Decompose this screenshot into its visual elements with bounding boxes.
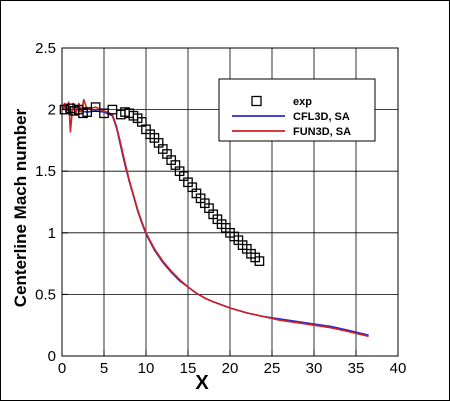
y-tick-label: 0.5 (35, 286, 56, 303)
y-tick-label: 0 (48, 348, 56, 365)
tick-marks (61, 47, 399, 357)
legend-label-fun3d-sa: FUN3D, SA (293, 126, 351, 138)
legend-label-exp: exp (293, 96, 312, 108)
y-tick-label: 1 (48, 225, 56, 242)
data-point-marker (107, 104, 118, 115)
x-axis-title: X (195, 372, 209, 394)
x-tick-label: 10 (138, 360, 155, 377)
y-tick-labels: 0 0.5 1 1.5 2 2.5 (35, 40, 56, 365)
x-tick-label: 5 (100, 360, 108, 377)
x-tick-label: 25 (264, 360, 281, 377)
x-tick-label: 35 (348, 360, 365, 377)
x-tick-label: 15 (180, 360, 197, 377)
data-point-marker (254, 256, 265, 266)
series-markers-exp (59, 102, 265, 266)
legend-symbol-exp (251, 95, 262, 107)
x-tick-label: 20 (222, 360, 239, 377)
x-tick-labels: 0 5 10 15 20 25 30 35 40 (58, 360, 407, 377)
series-layer (59, 98, 369, 338)
y-axis-title: Centerline Mach number (11, 108, 30, 307)
y-tick-label: 1.5 (35, 163, 56, 180)
legend: exp CFL3D, SA FUN3D, SA (218, 78, 376, 142)
data-point-marker (82, 107, 93, 117)
data-point-marker (90, 102, 101, 112)
y-tick-label: 2.5 (35, 40, 56, 57)
legend-label-cfl3d-sa: CFL3D, SA (293, 111, 350, 123)
y-tick-label: 2 (48, 102, 56, 119)
x-tick-label: 40 (390, 360, 407, 377)
x-tick-label: 0 (58, 360, 66, 377)
series-line-fun3d-sa (61, 98, 369, 338)
data-point-marker (59, 104, 70, 115)
x-tick-label: 30 (306, 360, 323, 377)
